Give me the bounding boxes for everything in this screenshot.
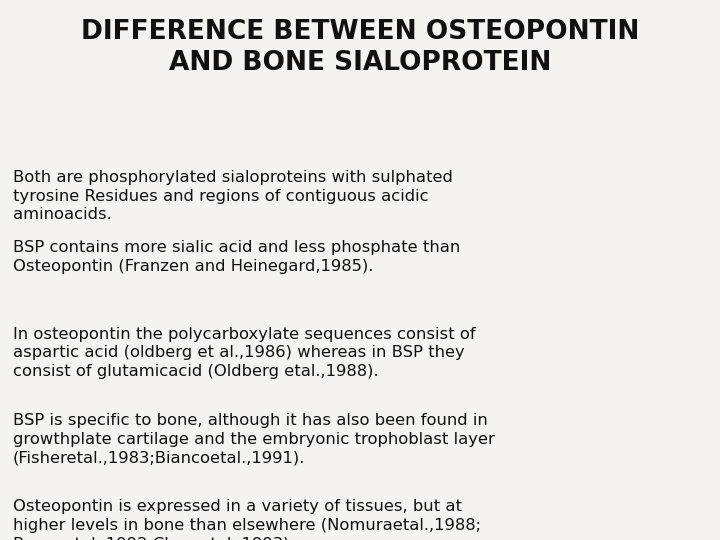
Text: Osteopontin is expressed in a variety of tissues, but at
higher levels in bone t: Osteopontin is expressed in a variety of… bbox=[13, 500, 481, 540]
Text: In osteopontin the polycarboxylate sequences consist of
aspartic acid (oldberg e: In osteopontin the polycarboxylate seque… bbox=[13, 327, 476, 379]
Text: BSP is specific to bone, although it has also been found in
growthplate cartilag: BSP is specific to bone, although it has… bbox=[13, 413, 495, 465]
Text: Both are phosphorylated sialoproteins with sulphated
tyrosine Residues and regio: Both are phosphorylated sialoproteins wi… bbox=[13, 170, 453, 222]
Text: BSP contains more sialic acid and less phosphate than
Osteopontin (Franzen and H: BSP contains more sialic acid and less p… bbox=[13, 240, 460, 274]
Text: DIFFERENCE BETWEEN OSTEOPONTIN
AND BONE SIALOPROTEIN: DIFFERENCE BETWEEN OSTEOPONTIN AND BONE … bbox=[81, 19, 639, 76]
